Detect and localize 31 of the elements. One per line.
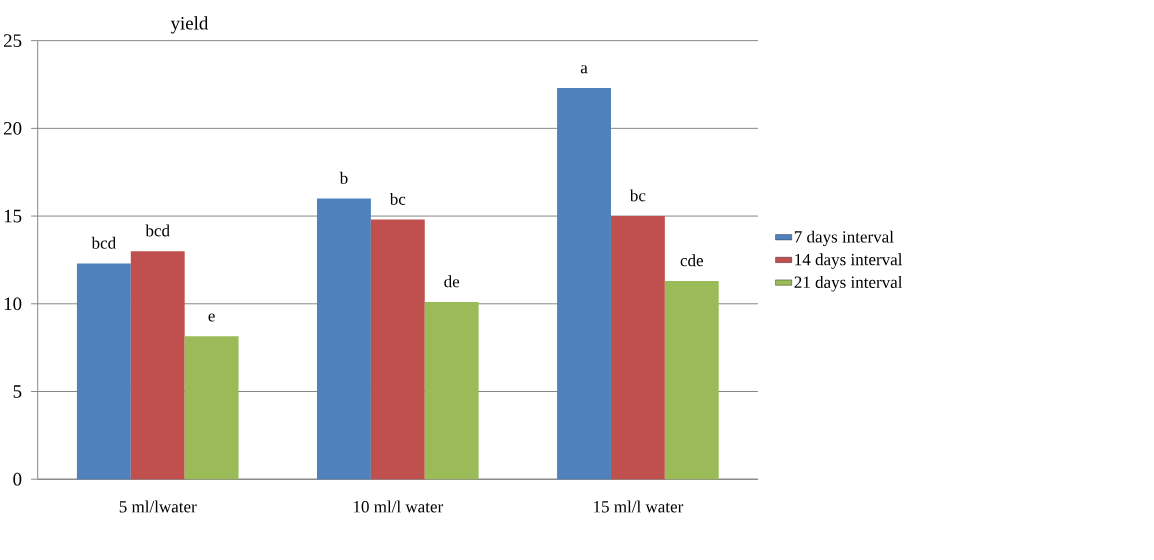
x-tick-label: 10 ml/l water	[353, 500, 444, 513]
legend-label: 7 days interval	[794, 230, 894, 247]
y-tick-label: 5	[13, 385, 22, 398]
data-label: cde	[680, 254, 704, 267]
data-label: de	[444, 275, 460, 288]
legend-label: 14 days interval	[795, 253, 903, 270]
bar	[424, 302, 479, 480]
bar	[664, 281, 719, 480]
data-label: bcd	[91, 237, 116, 249]
y-tick-label: 0	[13, 473, 22, 486]
x-tick-label: 5 ml/lwater	[119, 500, 197, 513]
data-label: a	[580, 65, 588, 74]
bar	[317, 198, 371, 480]
bar	[184, 336, 239, 480]
x-tick-label: 15 ml/l water	[594, 500, 684, 513]
y-tick-label: 15	[4, 209, 22, 223]
data-label: bc	[629, 189, 646, 202]
data-label: bcd	[145, 224, 170, 237]
data-label: b	[339, 172, 348, 185]
y-tick-label: 10	[4, 297, 22, 311]
y-tick-label: 25	[3, 34, 22, 48]
data-label: bc	[389, 193, 406, 206]
bar	[370, 219, 425, 480]
bar	[76, 263, 131, 480]
legend-label: 21 days interval	[794, 276, 903, 292]
bar	[130, 251, 185, 480]
y-tick-label: 20	[3, 122, 22, 135]
bar	[610, 216, 665, 480]
y-axis-title: yield	[170, 16, 209, 34]
bar	[557, 88, 611, 480]
data-label: e	[208, 313, 215, 322]
